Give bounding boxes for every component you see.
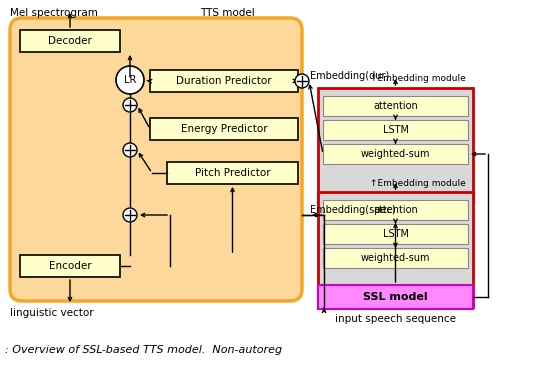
- Bar: [318, 285, 473, 309]
- Bar: [323, 144, 468, 164]
- Bar: [318, 192, 473, 307]
- Text: ↑Embedding module: ↑Embedding module: [370, 179, 466, 188]
- Text: Embedding(dur): Embedding(dur): [310, 71, 389, 81]
- Bar: [318, 88, 473, 203]
- Bar: [167, 162, 298, 184]
- Text: weighted-sum: weighted-sum: [361, 253, 430, 263]
- Text: Mel spectrogram: Mel spectrogram: [10, 8, 98, 18]
- Bar: [150, 118, 298, 140]
- Circle shape: [123, 143, 137, 157]
- Bar: [323, 248, 468, 268]
- Circle shape: [116, 66, 144, 94]
- Bar: [323, 200, 468, 220]
- Bar: [150, 70, 298, 92]
- Text: attention: attention: [373, 101, 418, 111]
- FancyBboxPatch shape: [10, 18, 302, 301]
- Text: Pitch Predictor: Pitch Predictor: [195, 168, 270, 178]
- Text: SSL model: SSL model: [363, 292, 428, 302]
- Text: : Overview of SSL-based TTS model.  Non-autoreg: : Overview of SSL-based TTS model. Non-a…: [5, 345, 282, 355]
- Text: ↑Embedding module: ↑Embedding module: [370, 74, 466, 83]
- Text: Decoder: Decoder: [48, 36, 92, 46]
- Bar: [20, 255, 120, 277]
- Text: attention: attention: [373, 205, 418, 215]
- Text: input speech sequence: input speech sequence: [335, 314, 456, 324]
- Text: Encoder: Encoder: [49, 261, 91, 271]
- Text: LR: LR: [124, 75, 136, 85]
- Text: TTS model: TTS model: [200, 8, 255, 18]
- Text: linguistic vector: linguistic vector: [10, 308, 94, 318]
- Circle shape: [123, 98, 137, 112]
- Circle shape: [123, 208, 137, 222]
- Bar: [323, 224, 468, 244]
- Text: Duration Predictor: Duration Predictor: [176, 76, 272, 86]
- Bar: [323, 120, 468, 140]
- Text: LSTM: LSTM: [383, 125, 409, 135]
- Text: Embedding(spec): Embedding(spec): [310, 205, 396, 215]
- Bar: [323, 96, 468, 116]
- Text: weighted-sum: weighted-sum: [361, 149, 430, 159]
- Circle shape: [295, 74, 309, 88]
- Text: Energy Predictor: Energy Predictor: [180, 124, 267, 134]
- Bar: [20, 30, 120, 52]
- Text: LSTM: LSTM: [383, 229, 409, 239]
